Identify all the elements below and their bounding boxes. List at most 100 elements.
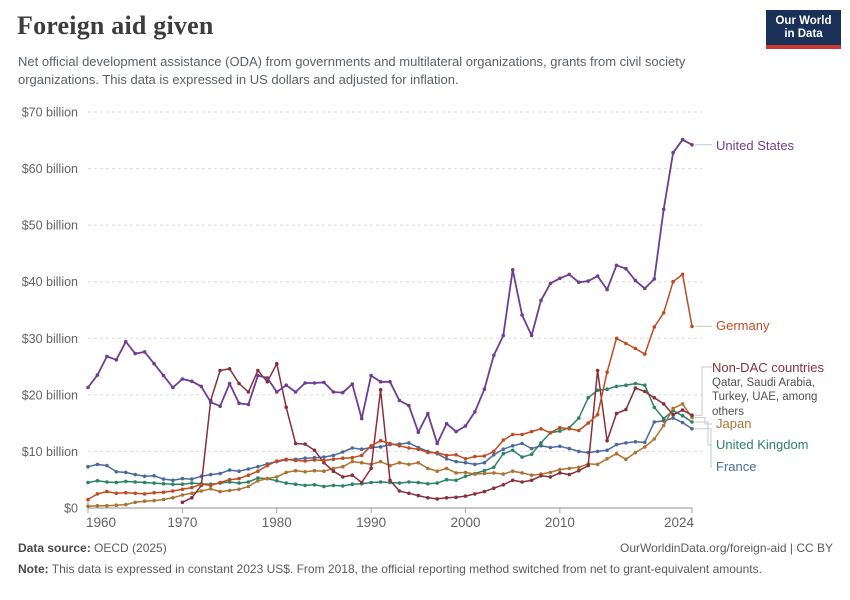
series-marker-france [350,446,355,450]
series-marker-united-states [293,390,298,394]
series-marker-france [482,460,487,465]
series-marker-france [208,472,213,477]
series-marker-france [473,462,477,467]
series-marker-united-kingdom [605,387,609,392]
series-marker-japan [152,498,156,503]
series-marker-japan [350,459,355,464]
series-marker-japan [529,473,534,478]
series-marker-germany [520,432,524,437]
series-marker-united-kingdom [501,451,506,456]
series-marker-non-dac-countries [227,367,232,371]
owid-logo-line1: Our World [775,15,832,27]
x-tick-label: 2010 [545,515,575,530]
series-line-france [87,417,693,482]
series-marker-united-states [350,382,355,386]
series-marker-united-kingdom [237,481,241,485]
series-marker-united-states [690,143,694,147]
series-marker-japan [577,465,581,470]
series-marker-japan [86,504,90,509]
series-line-japan [87,403,693,508]
series-label-germany[interactable]: Germany [716,318,770,333]
series-marker-united-states [577,280,581,285]
series-marker-germany [529,429,534,434]
y-tick-label: $10 billion [22,445,78,459]
series-label-non-dac-countries[interactable]: Non-DAC countries [712,360,824,375]
series-marker-non-dac-countries [567,472,572,477]
series-marker-france [171,478,175,483]
page-title: Foreign aid given [17,11,214,40]
series-marker-united-kingdom [246,480,251,484]
series-marker-japan [416,460,421,465]
series-marker-united-states [246,402,251,407]
series-marker-united-kingdom [284,481,289,485]
series-marker-france [180,476,185,481]
series-marker-germany [444,453,449,458]
series-marker-united-states [444,421,449,426]
series-label-japan[interactable]: Japan [716,416,752,431]
series-marker-germany [171,489,175,493]
series-marker-france [161,477,166,481]
data-source-line: Data source: OECD (2025) [18,541,167,555]
series-marker-germany [246,473,251,478]
series-marker-united-states [463,424,468,428]
x-tick-label: 1970 [167,515,197,530]
series-marker-japan [218,489,222,494]
series-marker-non-dac-countries [312,448,317,453]
series-marker-japan [510,469,515,474]
series-marker-japan [341,464,345,469]
series-marker-germany [350,455,355,460]
series-marker-france [633,440,638,444]
series-marker-germany [435,450,440,455]
series-marker-france [124,470,128,475]
series-label-united-states[interactable]: United States [716,138,795,153]
series-marker-united-states [388,380,392,384]
series-marker-germany [454,453,458,457]
series-marker-france [577,449,581,454]
series-marker-france [690,427,694,431]
series-marker-japan [444,466,449,471]
chart-plot-area[interactable]: $0 $10 billion $20 billion $30 billion $40 b… [0,100,850,540]
series-marker-japan [652,437,657,441]
series-marker-france [142,474,147,479]
owid-url-link[interactable]: OurWorldinData.org/foreign-aid | CC BY [620,541,833,555]
series-marker-united-states [595,274,600,278]
owid-logo[interactable]: Our World in Data [766,10,841,49]
series-marker-non-dac-countries [331,469,336,474]
series-marker-japan [142,499,147,504]
series-marker-germany [256,469,260,474]
series-marker-germany [114,491,119,496]
series-marker-united-kingdom [426,481,430,486]
data-source-label: Data source: [18,541,91,555]
series-marker-japan [482,471,487,476]
series-marker-non-dac-countries [256,368,260,373]
series-marker-france [558,444,562,449]
series-marker-germany [124,490,128,495]
series-marker-france [520,441,524,446]
series-marker-japan [265,476,270,481]
series-marker-non-dac-countries [218,368,222,373]
series-marker-united-states [426,411,430,416]
series-marker-united-kingdom [171,482,175,487]
note-value: This data is expressed in constant 2023 … [48,562,762,576]
series-marker-germany [369,444,373,448]
series-label-united-kingdom[interactable]: United Kingdom [716,437,809,452]
series-marker-united-kingdom [341,484,345,488]
label-connector [695,428,712,468]
series-marker-united-states [312,381,317,385]
series-marker-japan [435,469,440,474]
series-marker-united-states [680,137,685,142]
series-marker-united-kingdom [303,483,307,488]
series-marker-united-states [558,276,562,281]
series-marker-non-dac-countries [492,486,496,491]
series-marker-japan [180,493,185,497]
series-marker-germany [548,431,553,435]
series-marker-united-states [671,150,675,155]
series-marker-united-kingdom [378,480,383,484]
series-marker-france [407,441,411,445]
series-label-france[interactable]: France [716,459,757,474]
series-marker-united-states [416,430,421,435]
series-marker-japan [473,472,477,476]
series-marker-united-kingdom [577,416,581,420]
series-marker-japan [133,500,137,505]
series-marker-united-states [208,400,213,405]
